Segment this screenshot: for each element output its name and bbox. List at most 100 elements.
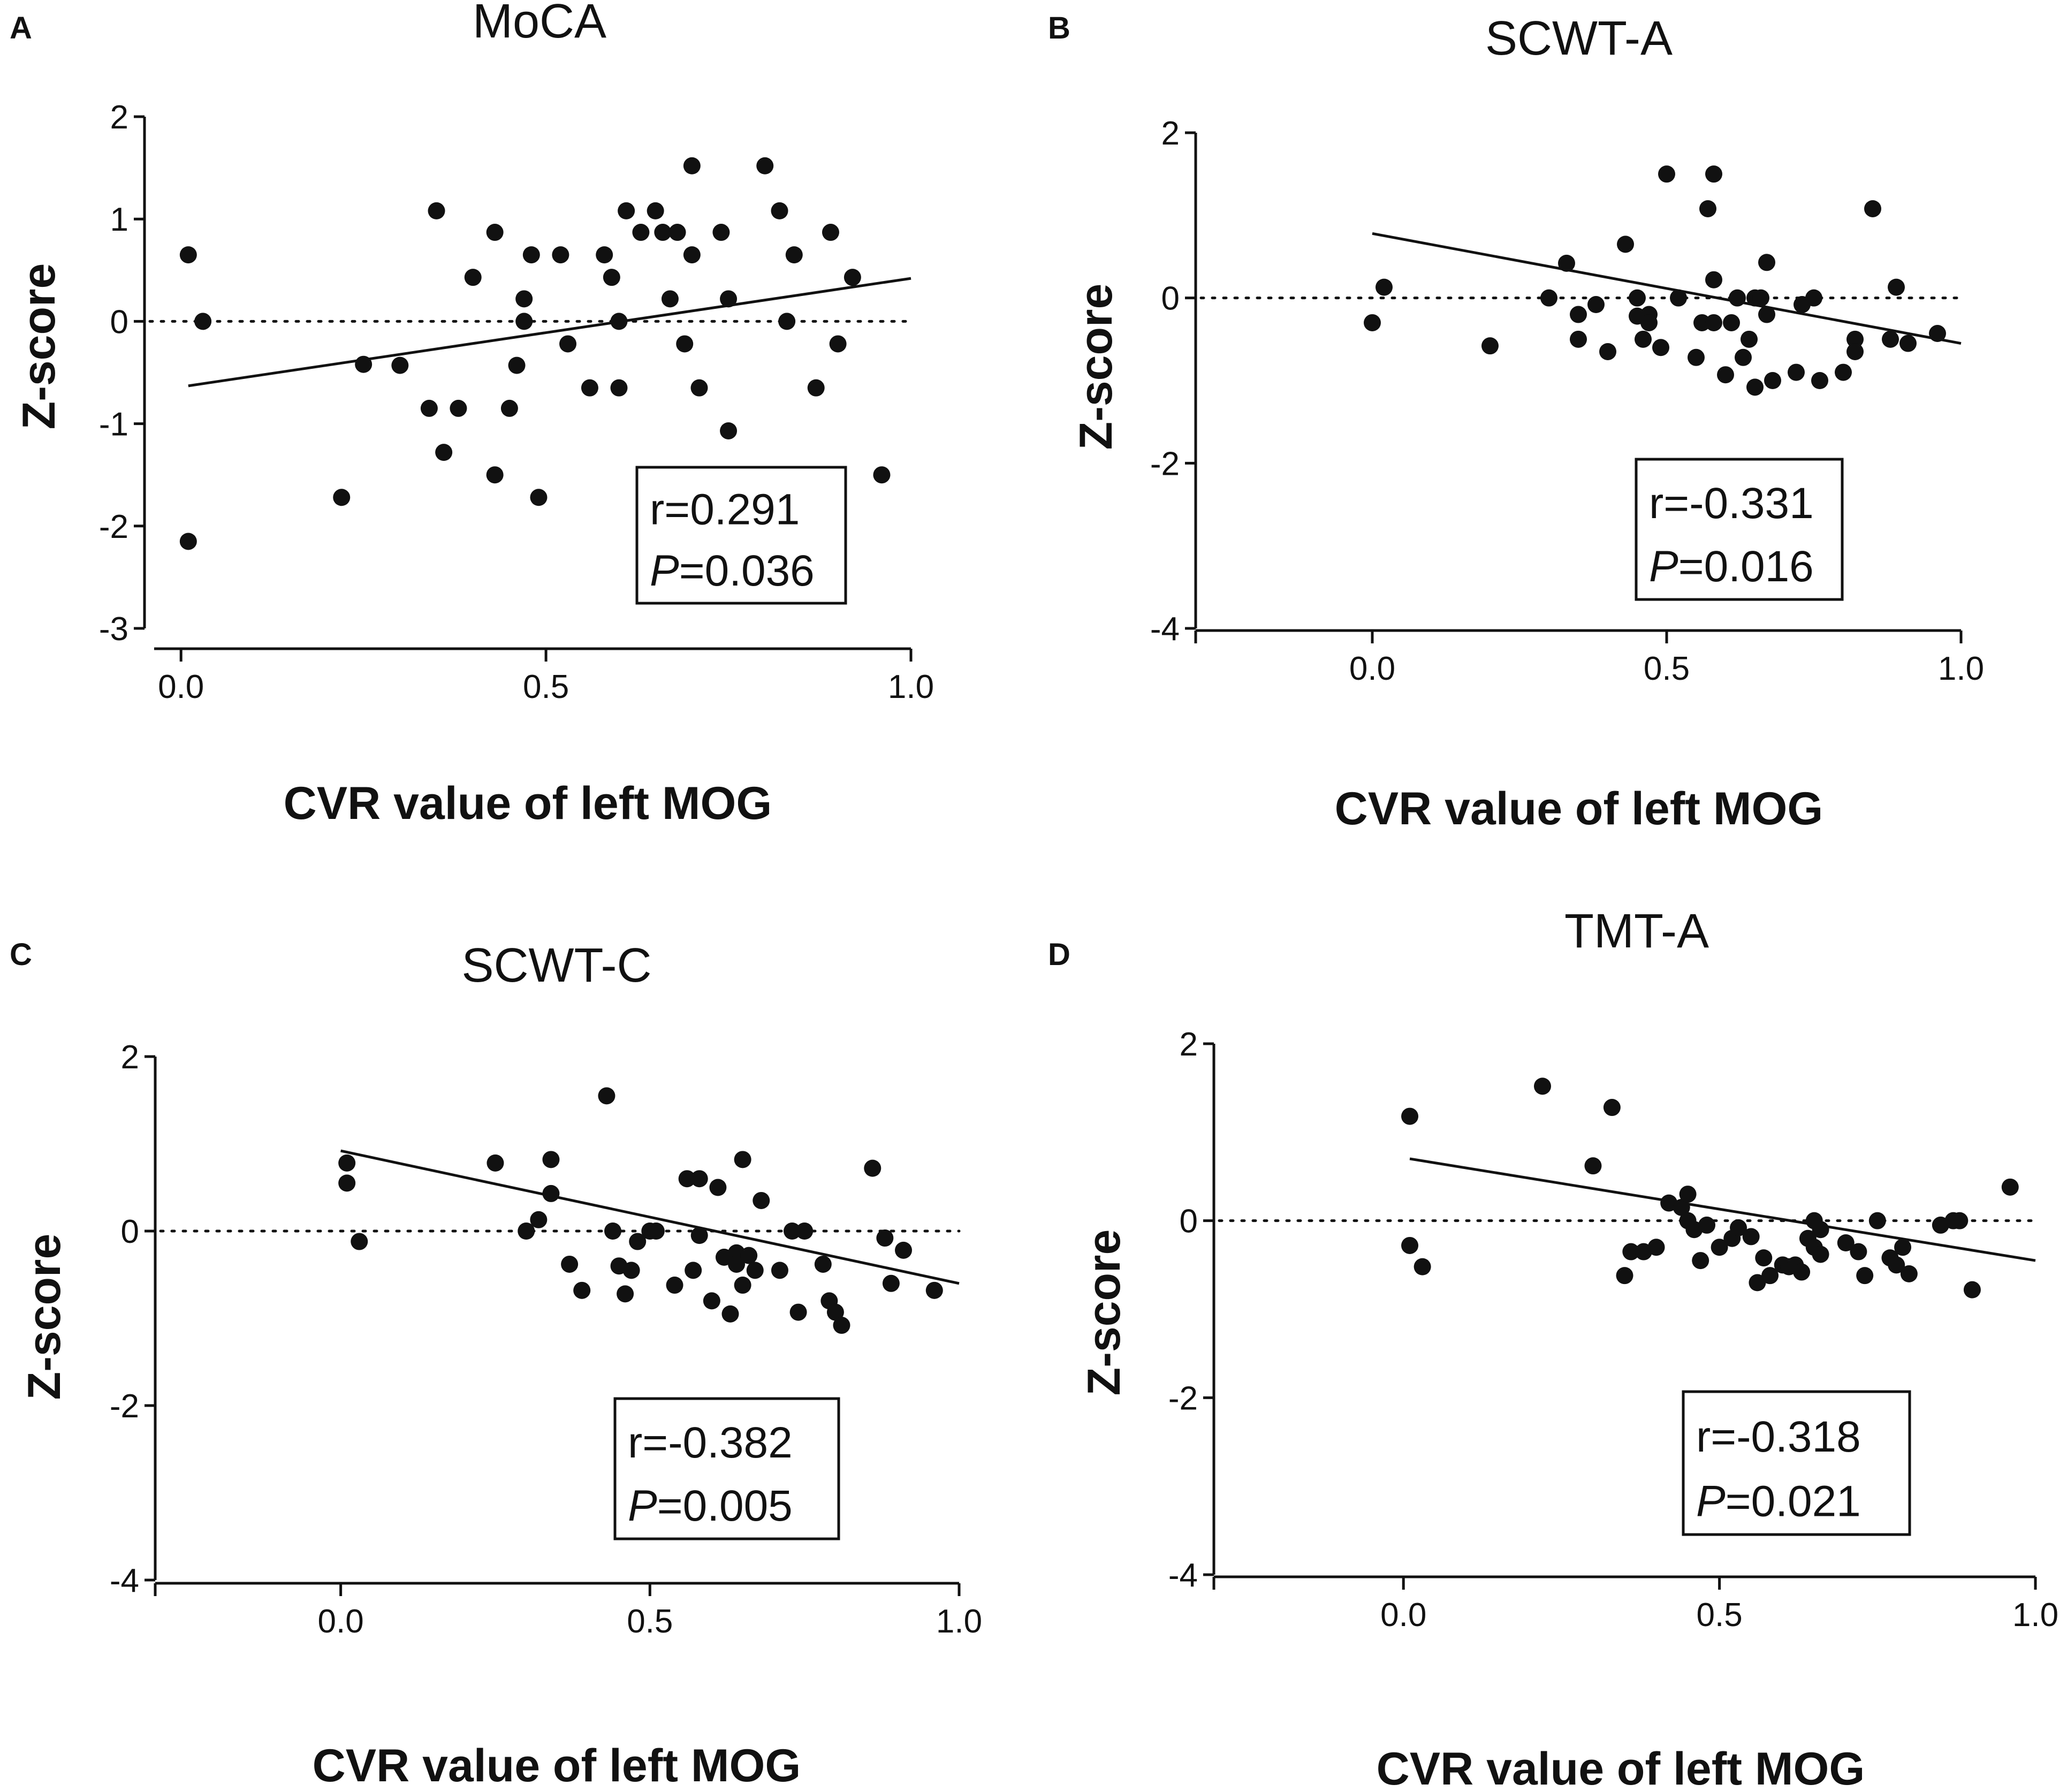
y-tick-label: 2 — [110, 99, 128, 136]
data-point — [1647, 1239, 1665, 1256]
y-tick-label: -4 — [1150, 611, 1180, 648]
data-point — [450, 399, 467, 417]
data-point — [604, 1222, 621, 1240]
data-point — [720, 290, 738, 308]
data-point — [1864, 200, 1881, 217]
data-point — [685, 1262, 702, 1279]
p-value: =0.016 — [1678, 542, 1814, 591]
data-point — [561, 1255, 579, 1273]
y-tick-label: -4 — [110, 1562, 139, 1599]
data-point — [740, 1247, 758, 1264]
data-point — [1735, 348, 1752, 366]
data-point — [1882, 330, 1899, 348]
data-point — [1692, 1252, 1709, 1270]
data-point — [1846, 343, 1864, 360]
p-symbol: P — [1696, 1477, 1726, 1525]
data-point — [1746, 378, 1764, 396]
data-point — [1688, 348, 1705, 366]
data-point — [1888, 278, 1905, 296]
p-value: =0.036 — [679, 546, 815, 595]
panel-letter: B — [1048, 11, 1070, 45]
data-point — [822, 224, 839, 241]
data-point — [882, 1274, 900, 1292]
panel-letter: D — [1048, 937, 1070, 972]
data-point — [833, 1317, 850, 1334]
x-tick-label: 1.0 — [936, 1603, 982, 1640]
data-point — [690, 379, 708, 397]
data-point — [1837, 1234, 1855, 1251]
data-point — [1705, 271, 1722, 288]
data-point — [487, 1154, 504, 1172]
data-point — [1868, 1212, 1886, 1229]
stats-box — [635, 466, 847, 605]
data-point — [542, 1184, 560, 1202]
data-point — [1723, 314, 1740, 331]
data-point — [1364, 314, 1381, 331]
data-point — [734, 1277, 751, 1294]
data-point — [873, 466, 891, 484]
data-point — [1758, 306, 1775, 323]
data-point — [542, 1151, 560, 1168]
data-point — [333, 489, 351, 506]
data-point — [1951, 1212, 1969, 1229]
y-axis-title: Z-score — [13, 263, 65, 430]
regression-line — [1372, 232, 1962, 345]
data-point — [486, 466, 504, 484]
data-point — [807, 379, 825, 397]
x-tick-label: 1.0 — [888, 669, 934, 705]
data-point — [1846, 330, 1864, 348]
data-point — [784, 1222, 801, 1240]
data-point — [1705, 165, 1722, 183]
data-point — [829, 335, 847, 353]
data-point — [1617, 236, 1634, 253]
data-point — [1599, 343, 1616, 360]
data-point — [1414, 1258, 1431, 1275]
x-axis-title: CVR value of left MOG — [313, 1740, 801, 1791]
data-point — [1558, 254, 1575, 272]
data-point — [617, 1285, 634, 1303]
y-tick-label: -1 — [99, 406, 128, 443]
p-value: =0.021 — [1726, 1477, 1861, 1525]
data-point — [486, 224, 504, 241]
x-tick-label: 0.5 — [627, 1603, 673, 1640]
data-point — [391, 356, 409, 374]
p-value-label: P=0.016 — [1649, 542, 1814, 591]
panel-d: D TMT-A 2 0 -2 -4 0.0 0.5 1.0 CVR value of left M… — [1048, 905, 2058, 1792]
x-tick-label: 1.0 — [2012, 1597, 2058, 1634]
data-point — [771, 202, 788, 219]
y-tick-label: 1 — [110, 201, 128, 238]
data-point — [1742, 1228, 1760, 1246]
data-point — [1622, 1243, 1640, 1261]
data-point — [632, 224, 650, 241]
data-point — [647, 1222, 665, 1240]
data-point — [666, 1277, 683, 1294]
y-tick-label: 0 — [110, 303, 128, 340]
regression-line — [188, 277, 911, 388]
data-point — [778, 313, 796, 330]
data-point — [1629, 289, 1646, 307]
panel-b: B SCWT-A 2 0 -2 -4 0.0 0.5 1.0 CVR value of left … — [1048, 11, 1984, 834]
data-point — [1658, 165, 1675, 183]
data-point — [1717, 366, 1734, 384]
data-point — [683, 157, 701, 174]
data-point — [500, 399, 518, 417]
x-tick-label: 0.5 — [1697, 1597, 1743, 1634]
data-point — [876, 1229, 894, 1247]
data-point — [703, 1292, 720, 1310]
y-tick-label: 2 — [1180, 1026, 1198, 1063]
x-axis-title: CVR value of left MOG — [1377, 1743, 1865, 1792]
panel-title: SCWT-A — [1485, 12, 1673, 65]
data-point — [712, 224, 730, 241]
data-point — [895, 1241, 913, 1259]
data-point — [435, 444, 453, 461]
data-point — [1811, 372, 1828, 389]
regression-line — [1409, 1157, 2036, 1262]
y-axis-title: Z-score — [1078, 1229, 1130, 1396]
data-point — [721, 1305, 739, 1323]
data-point — [515, 313, 533, 330]
data-point — [1570, 306, 1587, 323]
data-point — [1758, 254, 1775, 271]
data-point — [428, 202, 445, 219]
data-point — [194, 313, 212, 330]
